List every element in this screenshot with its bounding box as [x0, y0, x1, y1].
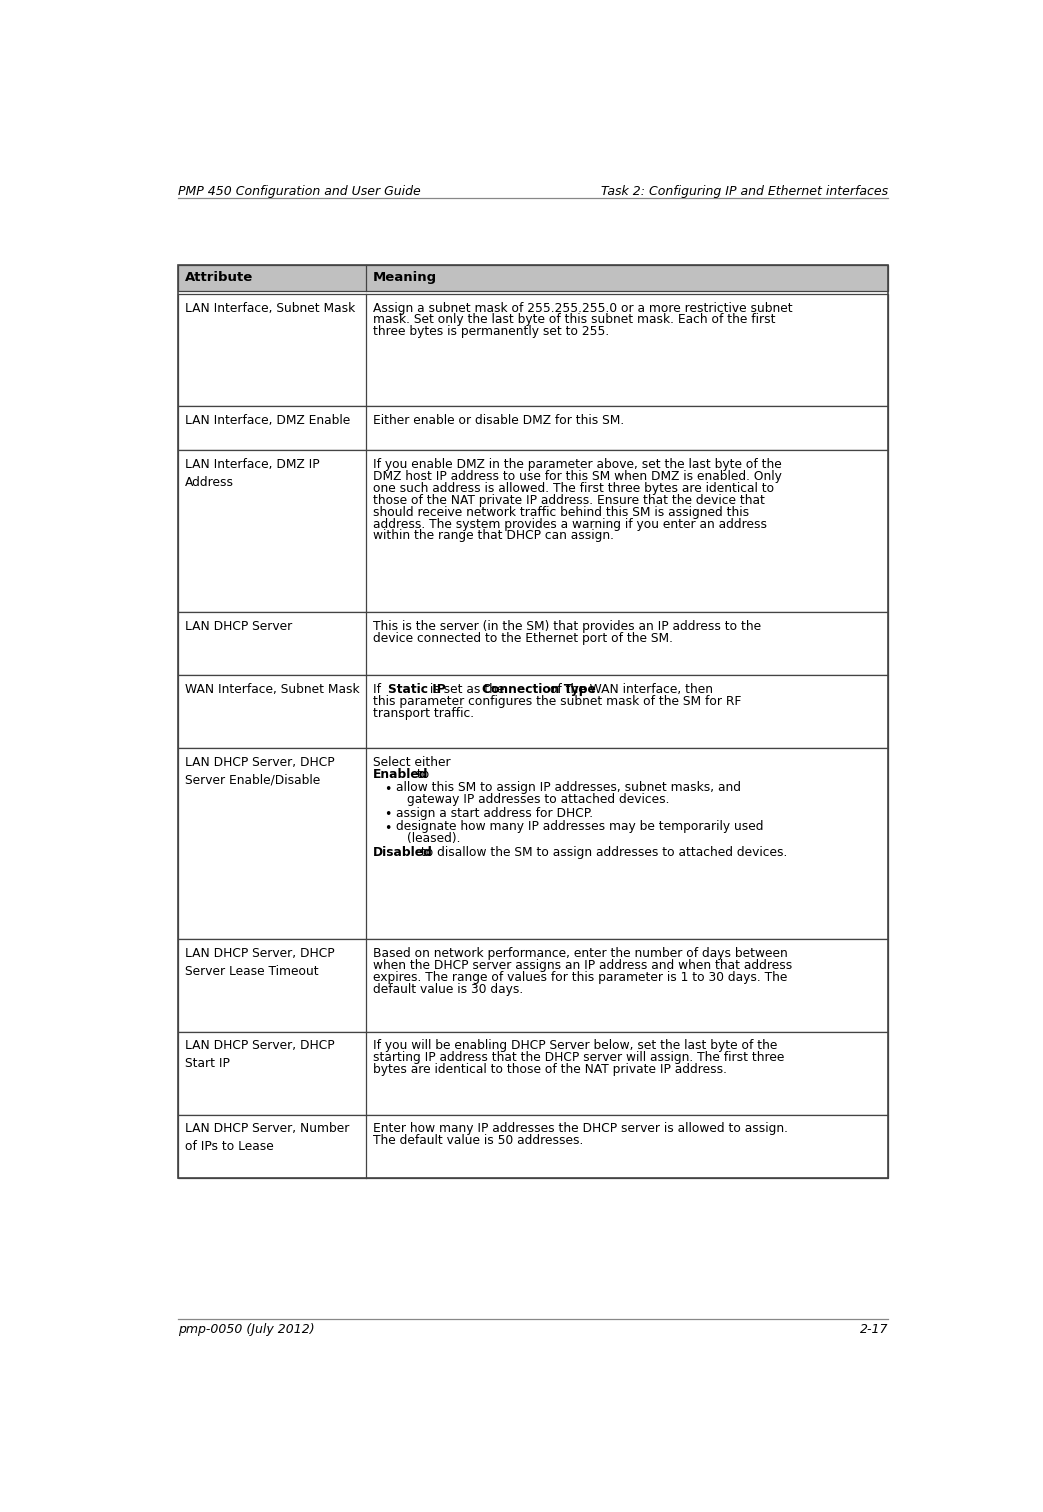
Text: of the WAN interface, then: of the WAN interface, then [545, 683, 712, 696]
Text: three bytes is permanently set to 255.: three bytes is permanently set to 255. [373, 325, 609, 339]
Text: within the range that DHCP can assign.: within the range that DHCP can assign. [373, 529, 614, 543]
Text: Attribute: Attribute [186, 271, 253, 284]
Text: If: If [373, 683, 389, 696]
Bar [178, 265, 889, 290]
Bar [178, 1114, 889, 1178]
Text: LAN Interface, DMZ Enable: LAN Interface, DMZ Enable [186, 414, 350, 426]
Text: gateway IP addresses to attached devices.: gateway IP addresses to attached devices… [407, 794, 670, 806]
Text: •: • [384, 821, 391, 835]
Text: Meaning: Meaning [373, 271, 437, 284]
Text: Either enable or disable DMZ for this SM.: Either enable or disable DMZ for this SM… [373, 414, 624, 426]
Text: WAN Interface, Subnet Mask: WAN Interface, Subnet Mask [186, 683, 360, 696]
Text: LAN DHCP Server, Number
of IPs to Lease: LAN DHCP Server, Number of IPs to Lease [186, 1122, 349, 1154]
Text: pmp-0050 (July 2012): pmp-0050 (July 2012) [178, 1323, 315, 1335]
Text: Enter how many IP addresses the DHCP server is allowed to assign.: Enter how many IP addresses the DHCP ser… [373, 1122, 787, 1136]
Bar [178, 293, 889, 407]
Text: Enabled: Enabled [373, 768, 429, 780]
Bar [178, 407, 889, 451]
Bar [178, 1031, 889, 1114]
Bar [178, 451, 889, 612]
Text: should receive network traffic behind this SM is assigned this: should receive network traffic behind th… [373, 505, 749, 519]
Text: PMP 450 Configuration and User Guide: PMP 450 Configuration and User Guide [178, 186, 421, 198]
Bar [178, 265, 889, 1178]
Text: mask. Set only the last byte of this subnet mask. Each of the first: mask. Set only the last byte of this sub… [373, 313, 775, 327]
Text: (leased).: (leased). [407, 832, 461, 845]
Text: is set as the: is set as the [426, 683, 508, 696]
Text: when the DHCP server assigns an IP address and when that address: when the DHCP server assigns an IP addre… [373, 959, 793, 972]
Text: Disabled: Disabled [373, 845, 433, 859]
Text: The default value is 50 addresses.: The default value is 50 addresses. [373, 1134, 583, 1148]
Text: 2-17: 2-17 [859, 1323, 889, 1335]
Text: starting IP address that the DHCP server will assign. The first three: starting IP address that the DHCP server… [373, 1051, 784, 1064]
Text: Static IP: Static IP [388, 683, 445, 696]
Bar [178, 674, 889, 748]
Text: If you enable DMZ in the parameter above, set the last byte of the: If you enable DMZ in the parameter above… [373, 458, 781, 470]
Text: LAN DHCP Server, DHCP
Start IP: LAN DHCP Server, DHCP Start IP [186, 1039, 335, 1070]
Text: address. The system provides a warning if you enter an address: address. The system provides a warning i… [373, 517, 767, 531]
Text: Assign a subnet mask of 255.255.255.0 or a more restrictive subnet: Assign a subnet mask of 255.255.255.0 or… [373, 301, 793, 314]
Text: •: • [384, 809, 391, 821]
Text: to: to [413, 768, 430, 780]
Text: If you will be enabling DHCP Server below, set the last byte of the: If you will be enabling DHCP Server belo… [373, 1039, 777, 1052]
Text: This is the server (in the SM) that provides an IP address to the: This is the server (in the SM) that prov… [373, 620, 761, 632]
Text: Based on network performance, enter the number of days between: Based on network performance, enter the … [373, 947, 787, 960]
Bar [178, 748, 889, 939]
Text: device connected to the Ethernet port of the SM.: device connected to the Ethernet port of… [373, 632, 673, 644]
Text: DMZ host IP address to use for this SM when DMZ is enabled. Only: DMZ host IP address to use for this SM w… [373, 470, 782, 482]
Text: bytes are identical to those of the NAT private IP address.: bytes are identical to those of the NAT … [373, 1063, 727, 1077]
Text: •: • [384, 783, 391, 795]
Text: LAN Interface, Subnet Mask: LAN Interface, Subnet Mask [186, 301, 356, 314]
Text: allow this SM to assign IP addresses, subnet masks, and: allow this SM to assign IP addresses, su… [396, 782, 742, 794]
Text: those of the NAT private IP address. Ensure that the device that: those of the NAT private IP address. Ens… [373, 494, 765, 507]
Text: LAN DHCP Server, DHCP
Server Enable/Disable: LAN DHCP Server, DHCP Server Enable/Disa… [186, 756, 335, 786]
Bar [178, 939, 889, 1031]
Text: transport traffic.: transport traffic. [373, 706, 475, 720]
Text: one such address is allowed. The first three bytes are identical to: one such address is allowed. The first t… [373, 482, 774, 494]
Text: default value is 30 days.: default value is 30 days. [373, 983, 524, 995]
Text: LAN DHCP Server, DHCP
Server Lease Timeout: LAN DHCP Server, DHCP Server Lease Timeo… [186, 947, 335, 978]
Text: expires. The range of values for this parameter is 1 to 30 days. The: expires. The range of values for this pa… [373, 971, 787, 984]
Text: LAN Interface, DMZ IP
Address: LAN Interface, DMZ IP Address [186, 458, 320, 488]
Bar [178, 612, 889, 674]
Text: Select either: Select either [373, 756, 451, 770]
Text: Task 2: Configuring IP and Ethernet interfaces: Task 2: Configuring IP and Ethernet inte… [601, 186, 889, 198]
Text: this parameter configures the subnet mask of the SM for RF: this parameter configures the subnet mas… [373, 694, 742, 708]
Text: LAN DHCP Server: LAN DHCP Server [186, 620, 293, 632]
Text: designate how many IP addresses may be temporarily used: designate how many IP addresses may be t… [396, 820, 763, 833]
Text: to disallow the SM to assign addresses to attached devices.: to disallow the SM to assign addresses t… [417, 845, 787, 859]
Text: assign a start address for DHCP.: assign a start address for DHCP. [396, 807, 593, 820]
Text: Connection Type: Connection Type [482, 683, 597, 696]
